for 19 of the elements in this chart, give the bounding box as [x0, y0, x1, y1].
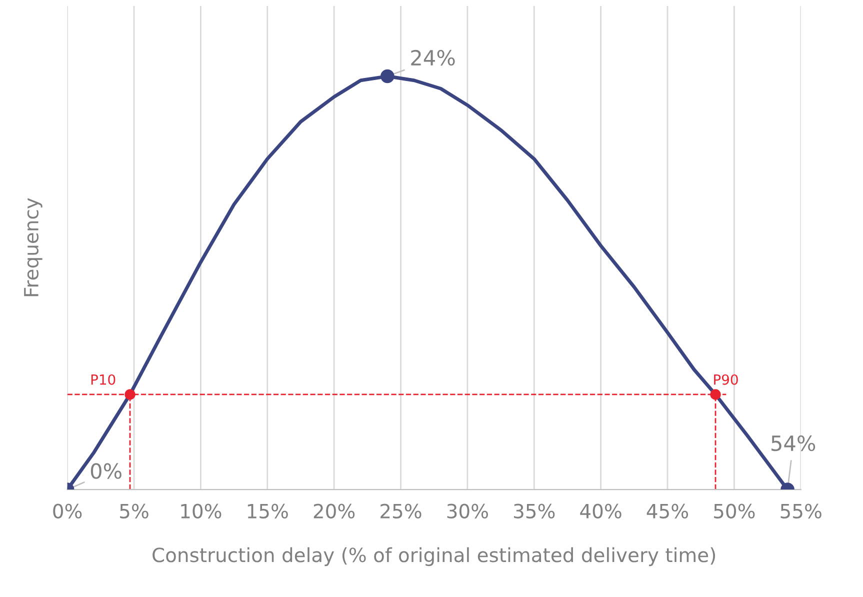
- x-tick-label: 20%: [314, 504, 355, 518]
- x-tick-label: 30%: [447, 504, 488, 518]
- x-tick-label: 55%: [780, 504, 822, 518]
- x-tick-label: 0%: [53, 504, 82, 518]
- x-tick-label: 25%: [380, 504, 422, 518]
- annotation: 0%: [90, 463, 122, 479]
- annotation: 54%: [772, 435, 816, 452]
- x-tick-label: 45%: [646, 504, 688, 518]
- x-axis-title: Construction delay (% of original estimated delivery time): [152, 547, 716, 566]
- ref-line-label: P90: [714, 374, 738, 385]
- x-tick-label: 5%: [120, 504, 148, 518]
- y-axis-title: Frequency: [24, 198, 42, 296]
- x-tick-label: 40%: [580, 504, 622, 518]
- x-tick-label: 50%: [714, 504, 755, 518]
- ref-line-label: P10: [91, 374, 116, 385]
- x-tick-label: 15%: [248, 504, 288, 518]
- x-tick-label: 35%: [514, 504, 555, 518]
- annotation: 24%: [411, 50, 455, 66]
- x-tick-label: 10%: [181, 504, 222, 518]
